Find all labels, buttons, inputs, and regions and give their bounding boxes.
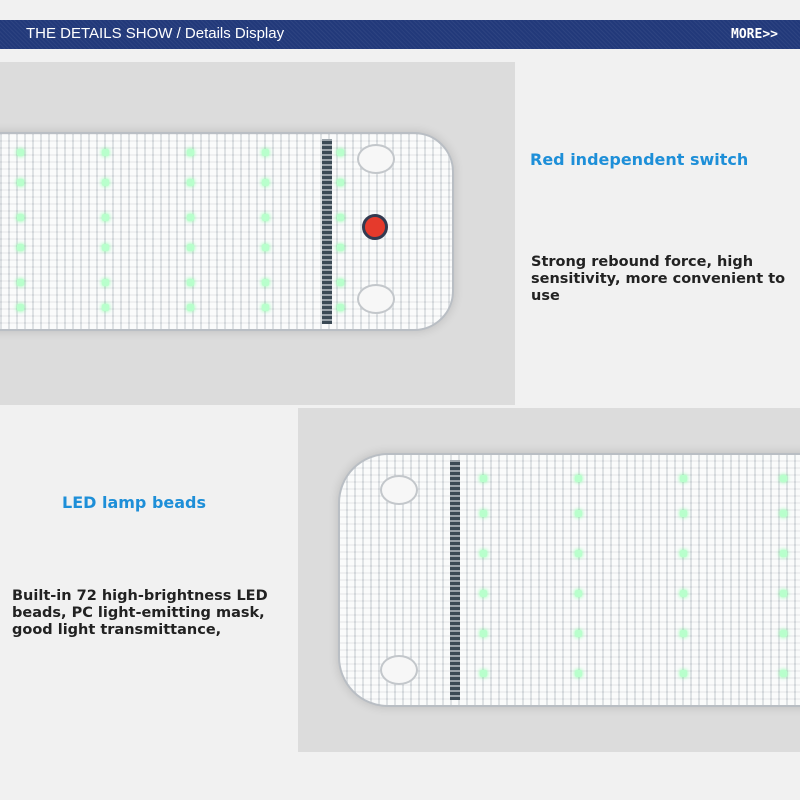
led-bead-icon <box>17 279 24 286</box>
led-bead-icon <box>480 550 487 557</box>
led-bead-icon <box>337 244 344 251</box>
led-bead-icon <box>337 149 344 156</box>
led-bead-icon <box>780 550 787 557</box>
more-link[interactable]: MORE>> <box>731 27 778 42</box>
section-header: THE DETAILS SHOW / Details Display MORE>… <box>0 20 800 49</box>
red-switch-icon <box>362 214 388 240</box>
led-bead-icon <box>575 630 582 637</box>
switch-detail-photo <box>0 62 515 405</box>
led-bead-icon <box>680 475 687 482</box>
led-bead-icon <box>187 179 194 186</box>
led-bead-icon <box>780 590 787 597</box>
led-bead-icon <box>262 244 269 251</box>
led-bead-icon <box>17 149 24 156</box>
led-description: Built-in 72 high-brightness LED beads, P… <box>12 588 268 638</box>
lamp-image <box>338 453 800 707</box>
led-bead-icon <box>187 244 194 251</box>
led-bead-icon <box>262 304 269 311</box>
led-bead-icon <box>262 279 269 286</box>
led-bead-icon <box>680 630 687 637</box>
lamp-edge <box>450 460 460 700</box>
led-bead-icon <box>575 475 582 482</box>
mount-hole-icon <box>357 144 395 174</box>
led-bead-icon <box>480 630 487 637</box>
header-title: THE DETAILS SHOW / Details Display <box>26 25 285 42</box>
led-bead-icon <box>187 214 194 221</box>
led-bead-icon <box>262 214 269 221</box>
led-bead-icon <box>17 214 24 221</box>
lamp-image <box>0 132 454 331</box>
led-bead-icon <box>680 550 687 557</box>
led-detail-photo <box>298 408 800 752</box>
led-caption: LED lamp beads <box>62 493 207 512</box>
led-bead-icon <box>337 214 344 221</box>
mount-hole-icon <box>380 655 418 685</box>
led-bead-icon <box>575 590 582 597</box>
mount-hole-icon <box>380 475 418 505</box>
led-bead-icon <box>17 179 24 186</box>
led-bead-icon <box>187 149 194 156</box>
led-bead-icon <box>17 304 24 311</box>
led-bead-icon <box>337 304 344 311</box>
led-bead-icon <box>680 510 687 517</box>
switch-caption: Red independent switch <box>530 150 749 169</box>
led-bead-icon <box>17 244 24 251</box>
switch-description: Strong rebound force, high sensitivity, … <box>531 254 786 304</box>
led-bead-icon <box>680 670 687 677</box>
led-bead-icon <box>262 149 269 156</box>
led-bead-icon <box>480 510 487 517</box>
led-bead-icon <box>480 670 487 677</box>
led-bead-icon <box>780 475 787 482</box>
led-bead-icon <box>575 670 582 677</box>
led-bead-icon <box>102 214 109 221</box>
led-bead-icon <box>102 244 109 251</box>
led-bead-icon <box>102 179 109 186</box>
led-bead-icon <box>262 179 269 186</box>
led-bead-icon <box>187 279 194 286</box>
led-bead-icon <box>480 475 487 482</box>
led-bead-icon <box>337 279 344 286</box>
led-bead-icon <box>780 510 787 517</box>
led-bead-icon <box>187 304 194 311</box>
led-bead-icon <box>102 304 109 311</box>
led-bead-icon <box>575 510 582 517</box>
mount-hole-icon <box>357 284 395 314</box>
led-bead-icon <box>102 149 109 156</box>
led-bead-icon <box>780 670 787 677</box>
led-bead-icon <box>337 179 344 186</box>
led-bead-icon <box>102 279 109 286</box>
lamp-edge <box>322 139 332 324</box>
led-bead-icon <box>680 590 687 597</box>
led-bead-icon <box>780 630 787 637</box>
led-bead-icon <box>480 590 487 597</box>
led-bead-icon <box>575 550 582 557</box>
